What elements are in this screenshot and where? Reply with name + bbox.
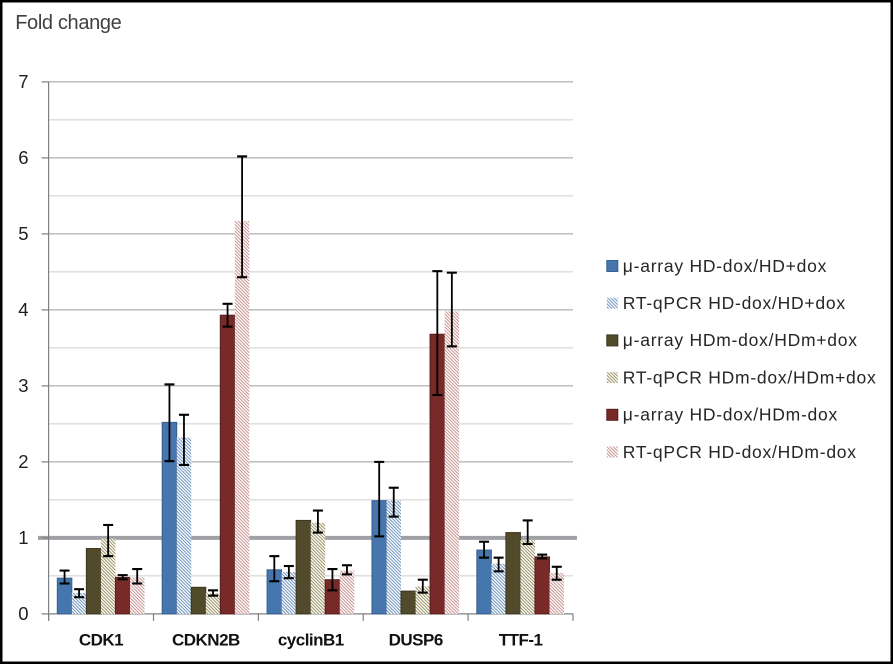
svg-text:6: 6 [18, 147, 28, 168]
svg-text:2: 2 [18, 451, 28, 472]
svg-text:CDKN2B: CDKN2B [172, 630, 240, 649]
svg-text:μ-array HD-dox/HDm-dox: μ-array HD-dox/HDm-dox [623, 405, 838, 425]
svg-text:RT-qPCR HD-dox/HD+dox: RT-qPCR HD-dox/HD+dox [623, 293, 846, 313]
svg-text:μ-array HDm-dox/HDm+dox: μ-array HDm-dox/HDm+dox [623, 330, 858, 350]
svg-text:4: 4 [18, 299, 28, 320]
svg-text:7: 7 [18, 71, 28, 92]
svg-text:5: 5 [18, 223, 28, 244]
svg-text:μ-array HD-dox/HD+dox: μ-array HD-dox/HD+dox [623, 256, 827, 276]
svg-text:CDK1: CDK1 [79, 630, 123, 649]
svg-text:0: 0 [18, 603, 28, 624]
svg-text:RT-qPCR HD-dox/HDm-dox: RT-qPCR HD-dox/HDm-dox [623, 442, 857, 462]
svg-text:DUSP6: DUSP6 [389, 630, 443, 649]
svg-text:TTF-1: TTF-1 [499, 630, 543, 649]
svg-text:1: 1 [18, 527, 28, 548]
svg-text:cyclinB1: cyclinB1 [278, 630, 344, 649]
svg-text:3: 3 [18, 375, 28, 396]
svg-text:Fold change: Fold change [15, 12, 121, 34]
svg-text:RT-qPCR HDm-dox/HDm+dox: RT-qPCR HDm-dox/HDm+dox [623, 367, 877, 387]
